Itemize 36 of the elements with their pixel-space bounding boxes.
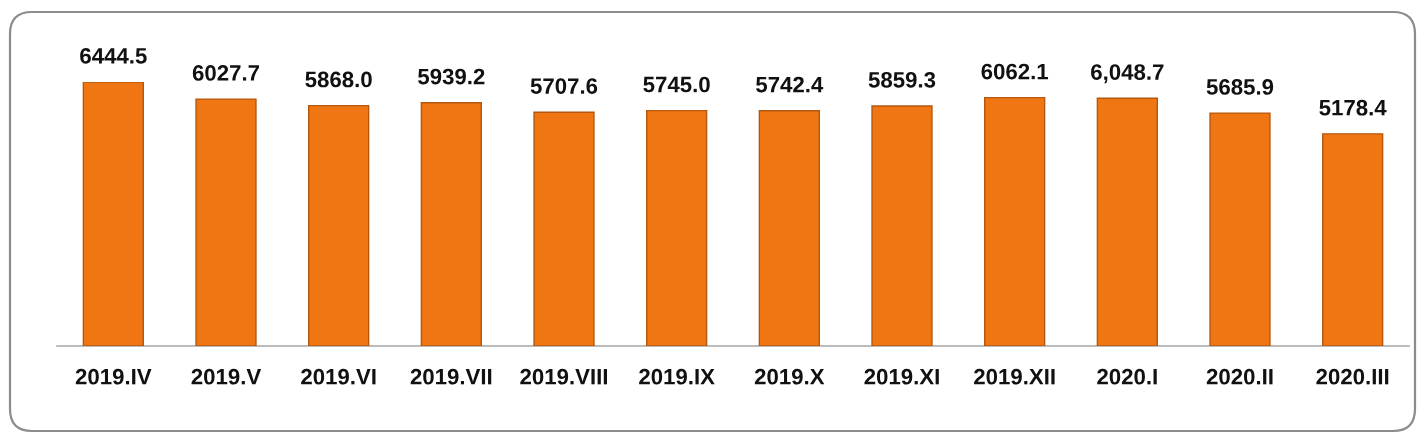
- bar: [984, 96, 1046, 346]
- x-tick-label: 2019.IV: [75, 368, 152, 385]
- data-label: 5685.9: [1206, 79, 1274, 95]
- x-tick-label: 2019.VI: [301, 368, 376, 385]
- x-tick-label: 2020.I: [1097, 368, 1157, 385]
- x-tick-label: 2020.III: [1316, 368, 1389, 385]
- x-tick-label: 2019.IX: [639, 368, 715, 385]
- bar: [758, 110, 820, 346]
- x-tick-label: 2019.X: [754, 368, 825, 385]
- data-label: 5939.2: [418, 68, 485, 85]
- data-label: 5707.6: [530, 78, 598, 94]
- bar: [195, 98, 257, 346]
- bar: [82, 82, 144, 346]
- data-label: 6,048.7: [1091, 64, 1164, 84]
- x-tick-label: 2020.II: [1206, 368, 1273, 385]
- data-label: 5859.3: [868, 71, 936, 88]
- x-tick-label: 2019.V: [191, 368, 262, 385]
- data-label: 6444.5: [80, 47, 147, 64]
- bar: [308, 104, 370, 346]
- bar: [533, 111, 595, 346]
- bar: [646, 109, 708, 346]
- x-tick-label: 2019.VIII: [520, 368, 607, 385]
- x-tick-label: 2019.XII: [974, 368, 1055, 385]
- data-label: 5745.0: [643, 76, 710, 93]
- data-label: 5742.4: [756, 76, 824, 93]
- data-label: 5868.0: [305, 71, 372, 88]
- bar: [1322, 133, 1384, 346]
- bar: [1096, 97, 1158, 346]
- x-tick-label: 2019.VII: [410, 368, 492, 385]
- bar: [871, 105, 933, 346]
- bar: [1209, 112, 1271, 346]
- data-label: 6027.7: [192, 65, 260, 81]
- data-label: 6062.1: [981, 63, 1049, 80]
- bar: [420, 102, 482, 346]
- x-tick-label: 2019.XI: [864, 368, 939, 385]
- data-label: 5178.4: [1319, 99, 1387, 116]
